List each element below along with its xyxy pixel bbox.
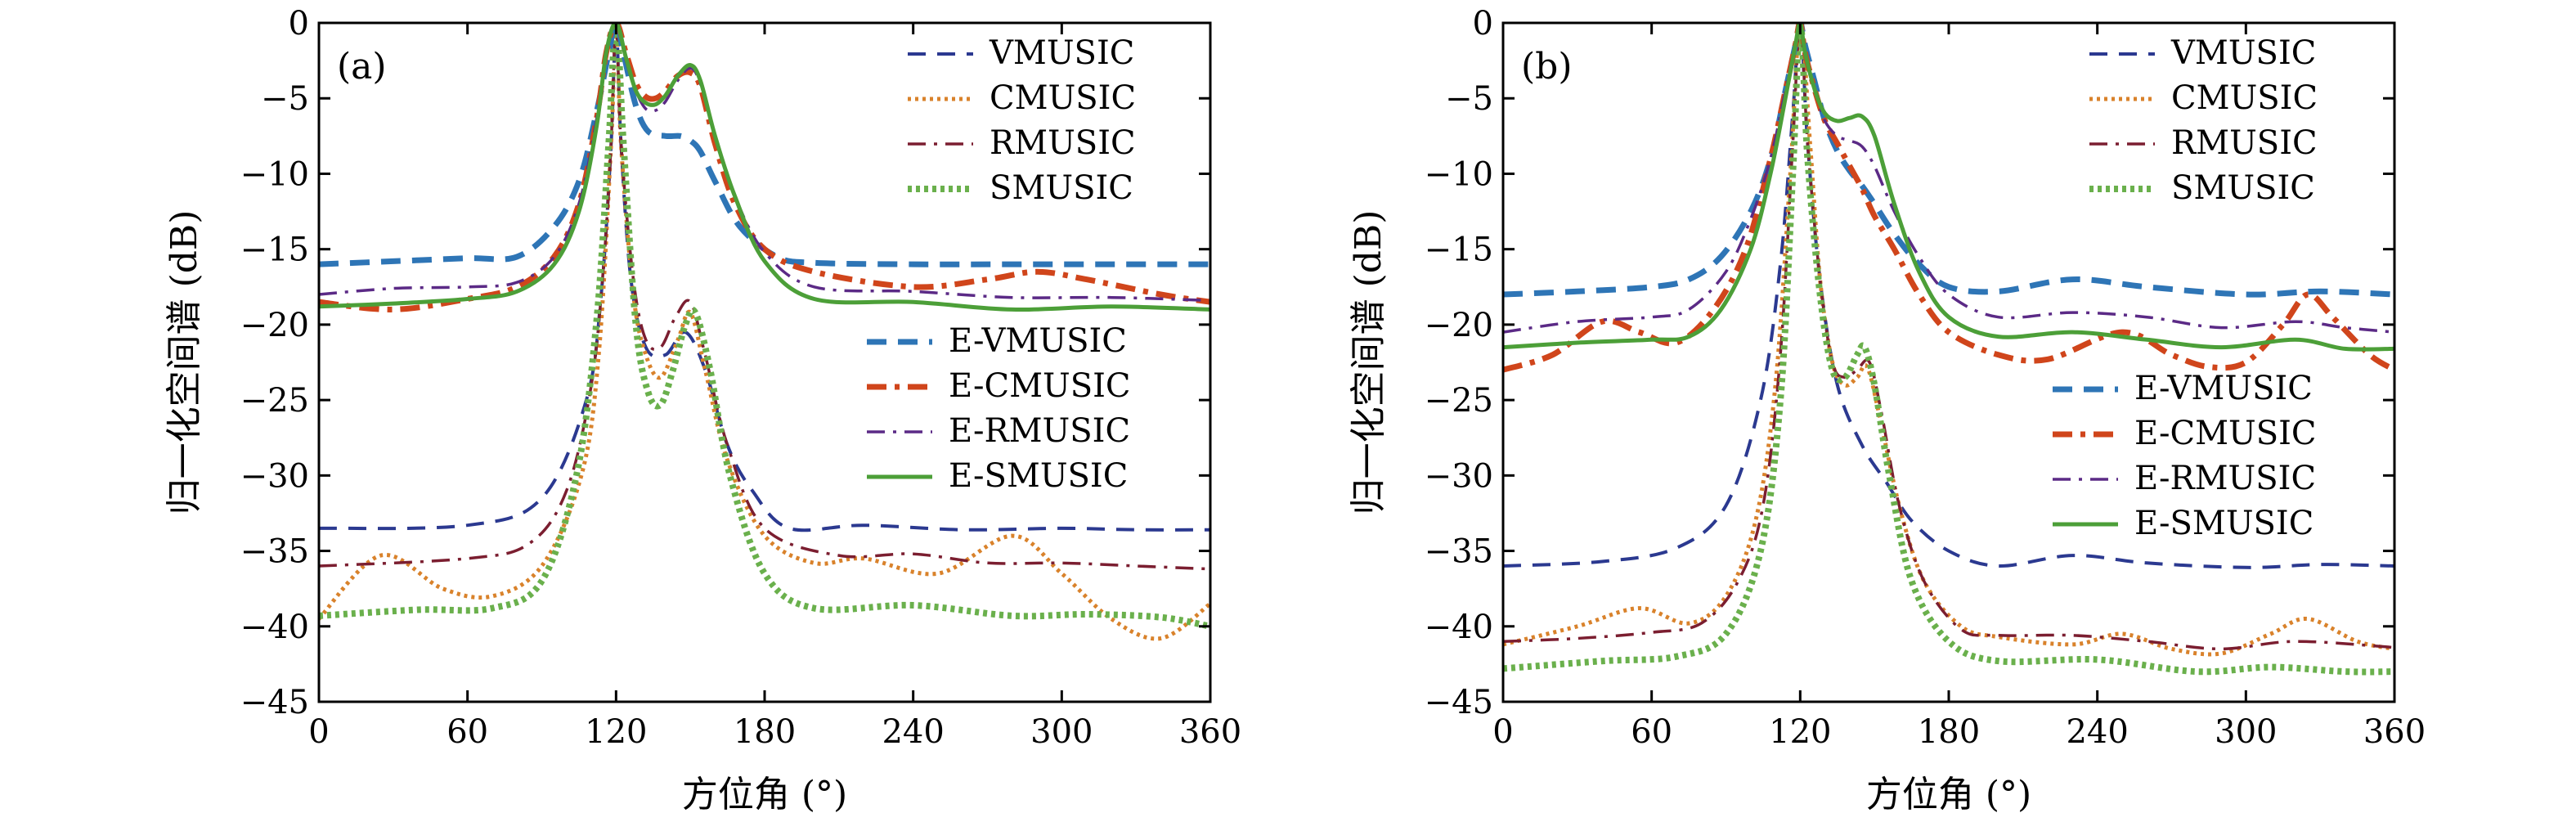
x-axis-label: 方位角 (°) [1866,774,2031,815]
x-tick-label: 180 [734,713,796,751]
y-tick-label: −10 [240,155,309,193]
y-tick-label: −25 [240,382,309,420]
series-line-e-vmusic [1503,23,2394,298]
series-line-e-cmusic [1503,23,2394,373]
legend-entry: RMUSIC [2171,124,2318,162]
legend-entry: E-CMUSIC [2134,415,2317,452]
y-tick-label: −30 [240,457,309,495]
y-tick-label: −45 [240,684,309,721]
x-tick-label: 0 [1492,713,1513,751]
legend-entry: VMUSIC [2170,34,2316,72]
y-tick-label: −40 [240,609,309,646]
x-tick-label: 240 [2066,713,2128,751]
series-group [1503,23,2394,676]
y-tick-label: −15 [1425,231,1493,269]
legend-enhanced: E-VMUSIC E-CMUSIC E-RMUSIC E-SMUSIC [2053,370,2317,542]
legend-entry: E-CMUSIC [949,367,1131,405]
legend-enhanced: E-VMUSIC E-CMUSIC E-RMUSIC E-SMUSIC [867,322,1131,495]
chart-panel-a: 0 60 120 180 240 300 360 0 −5 −10 −15 −20 −25 −30 −35 −… [164,5,1241,815]
series-line-e-smusic [1503,23,2394,352]
series-line-smusic [319,23,1210,630]
x-tick-label: 0 [308,713,329,751]
x-tick-label: 120 [585,713,647,751]
x-tick-label: 360 [1179,713,1241,751]
x-tick-label: 300 [2215,713,2277,751]
y-tick-label: 0 [1473,5,1493,43]
series-line-e-rmusic [319,23,1210,303]
legend-entry: SMUSIC [990,169,1133,207]
legend-entry: CMUSIC [990,79,1136,117]
x-tick-label: 60 [1631,713,1672,751]
legend-entry: VMUSIC [989,34,1134,72]
series-line-vmusic [1503,23,2394,569]
y-tick-label: −20 [1425,307,1493,344]
y-tick-label: −45 [1425,684,1493,721]
x-tick-label: 60 [447,713,488,751]
legend-standard: VMUSIC CMUSIC RMUSIC SMUSIC [908,34,1136,207]
series-line-e-cmusic [319,23,1210,312]
series-line-rmusic [319,23,1210,571]
y-tick-label: −5 [1445,80,1493,118]
legend-entry: E-VMUSIC [949,322,1127,360]
series-line-e-vmusic [319,23,1210,267]
x-axis-label: 方位角 (°) [682,774,847,815]
y-tick-label: −35 [240,533,309,571]
y-tick-label: −10 [1425,155,1493,193]
series-line-e-smusic [319,23,1210,312]
legend-entry: SMUSIC [2171,169,2315,207]
legend-entry: E-SMUSIC [949,457,1128,495]
x-tick-label: 180 [1918,713,1980,751]
series-line-cmusic [319,23,1210,641]
series-line-cmusic [1503,23,2394,657]
x-tick-label: 120 [1769,713,1831,751]
y-axis-label: 归一化空间谱 (dB) [1348,210,1389,515]
legend-entry: RMUSIC [990,124,1136,162]
y-axis-label: 归一化空间谱 (dB) [164,210,205,515]
y-tick-label: −40 [1425,609,1493,646]
legend-entry: E-RMUSIC [2134,460,2316,497]
x-tick-label: 360 [2363,713,2426,751]
series-group [319,23,1210,641]
legend-entry: E-VMUSIC [2134,370,2313,407]
legend-entry: E-RMUSIC [949,412,1130,450]
y-tick-label: −25 [1425,382,1493,420]
legend-entry: E-SMUSIC [2134,505,2313,542]
y-tick-label: −35 [1425,533,1493,571]
y-tick-label: 0 [289,5,309,43]
panel-label: (a) [337,46,387,88]
x-tick-label: 240 [882,713,944,751]
series-line-e-rmusic [1503,23,2394,334]
y-tick-label: −5 [261,80,309,118]
x-tick-label: 300 [1030,713,1093,751]
panel-label: (b) [1521,46,1573,88]
y-tick-label: −15 [240,231,309,269]
y-tick-label: −30 [1425,457,1493,495]
legend-standard: VMUSIC CMUSIC RMUSIC SMUSIC [2089,34,2318,207]
y-tick-label: −20 [240,307,309,344]
legend-entry: CMUSIC [2171,79,2318,117]
chart-panel-b: 0 60 120 180 240 300 360 0 −5 −10 −15 −20 −25 −30 −35 −… [1348,5,2426,815]
series-line-smusic [1503,23,2394,676]
